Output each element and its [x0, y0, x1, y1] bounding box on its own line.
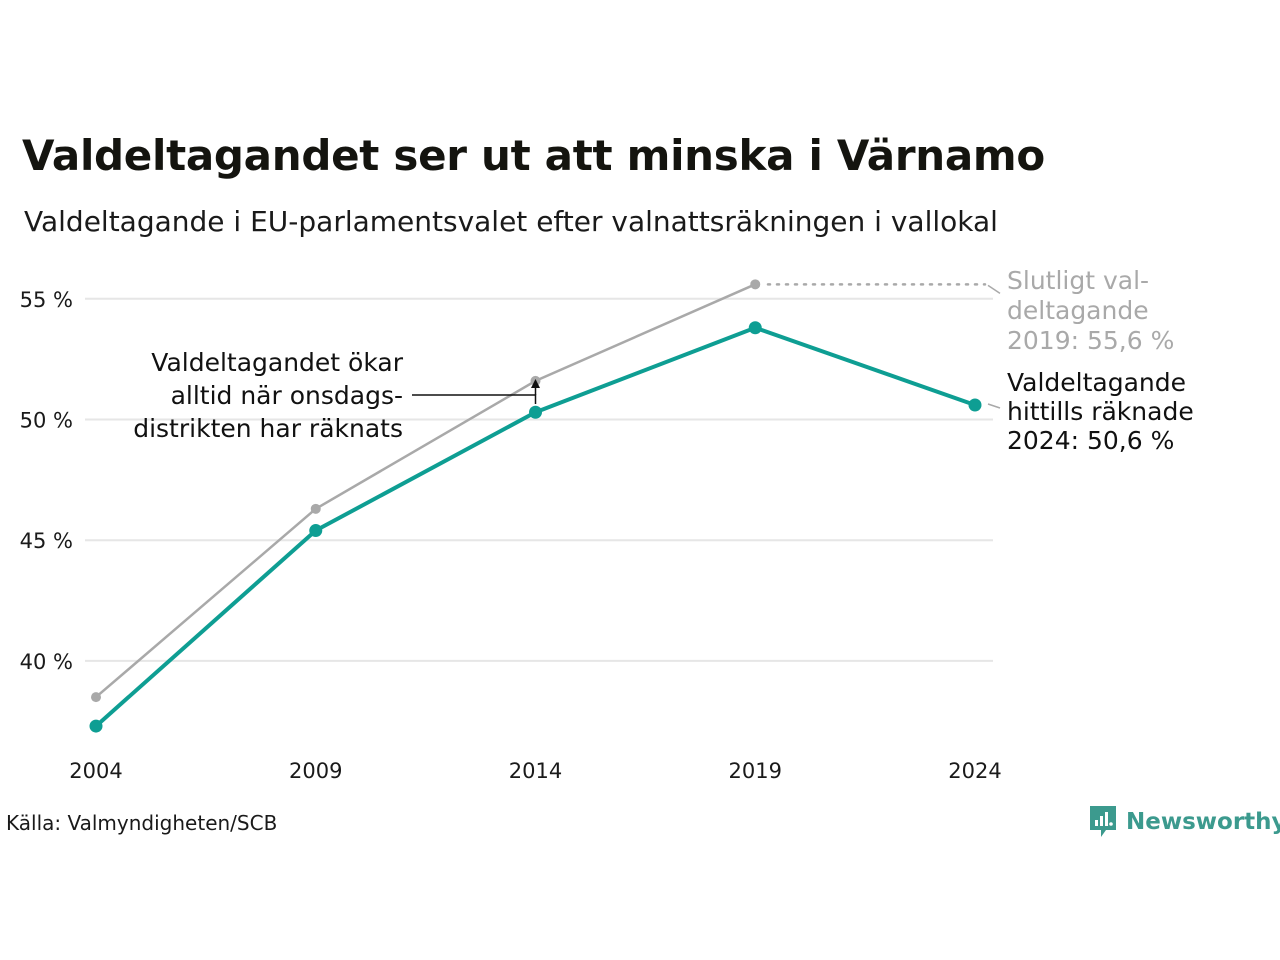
x-tick-label: 2014: [509, 759, 562, 783]
y-tick-label: 50 %: [20, 409, 73, 433]
x-tick-label: 2009: [289, 759, 342, 783]
brand-logo: Newsworthy: [1088, 804, 1280, 840]
data-point-preliminary: [968, 398, 982, 412]
data-point-final: [91, 692, 101, 703]
data-point-preliminary: [748, 321, 762, 335]
note-arrow-head: [531, 379, 540, 388]
final-value-label: Slutligt val-deltagande 2019: 55,6 %: [1007, 266, 1174, 355]
y-axis-ticks: 40 % 45 % 50 % 55 %: [20, 288, 73, 674]
note-label: Valdeltagandet ökar alltid när onsdags-di…: [133, 348, 403, 443]
x-tick-label: 2019: [729, 759, 782, 783]
data-point-preliminary: [529, 405, 542, 419]
data-point-preliminary: [309, 524, 323, 538]
x-tick-label: 2004: [69, 759, 122, 783]
gridlines: [85, 297, 993, 662]
brand-name: Newsworthy: [1126, 809, 1280, 835]
source-note: Källa: Valmyndigheten/SCB: [6, 811, 278, 835]
y-tick-label: 40 %: [20, 650, 73, 674]
data-point-final: [310, 503, 321, 514]
y-tick-label: 45 %: [20, 529, 73, 553]
x-axis-ticks: 2004 2009 2014 2019 2024: [69, 759, 1001, 783]
series-group: [89, 279, 982, 733]
x-tick-label: 2024: [948, 759, 1001, 783]
prelim-value-label: Valdeltagande hittills räknade 2024: 50,6 …: [1007, 368, 1194, 455]
final-leader-tick: [987, 284, 1001, 294]
y-tick-label: 55 %: [20, 288, 73, 312]
newsworthy-logo-icon: [1090, 806, 1116, 837]
chart-title: Valdeltagandet ser ut att minska i Värna…: [22, 131, 1045, 180]
note-pointer-line: [412, 394, 537, 404]
chart-subtitle: Valdeltagande i EU-parlamentsvalet efter…: [24, 205, 998, 238]
data-point-preliminary: [89, 719, 103, 733]
series-line-final: [94, 283, 757, 699]
data-point-final: [750, 279, 761, 290]
annotations: Slutligt val-deltagande 2019: 55,6 % Valde…: [133, 266, 1193, 455]
prelim-leader-tick: [987, 403, 1001, 409]
